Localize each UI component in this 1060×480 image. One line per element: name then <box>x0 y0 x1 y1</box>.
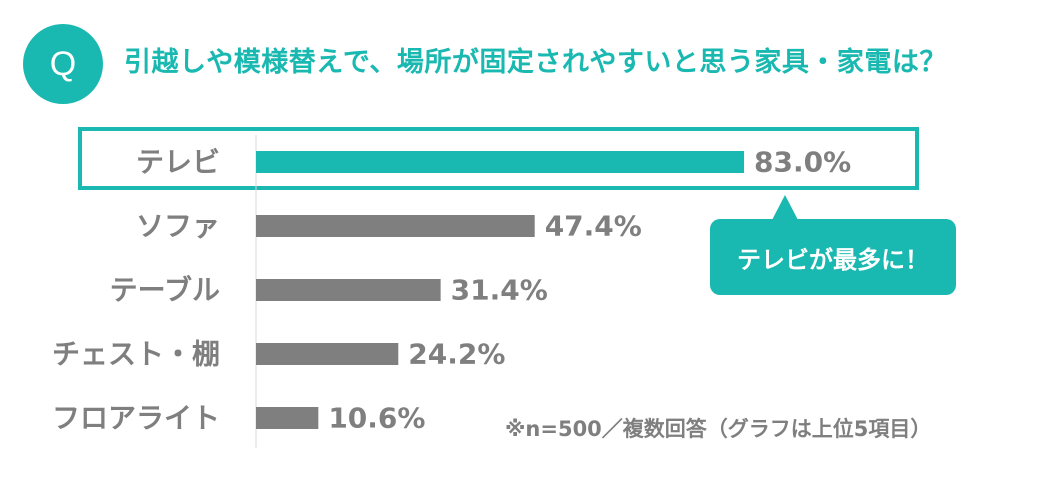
callout: テレビが最多に！ <box>710 195 956 295</box>
category-label: チェスト・棚 <box>52 338 220 371</box>
bar <box>256 407 319 429</box>
bar <box>256 151 745 173</box>
value-label: 10.6% <box>328 402 425 435</box>
chart-marks: テレビ 83.0% ソファ 47.4% テーブル 31.4% チェスト・棚 24.2% フロアラ… <box>52 146 851 435</box>
value-label: 83.0% <box>754 146 851 179</box>
category-label: フロアライト <box>52 402 220 435</box>
highlight-box <box>78 127 919 190</box>
value-label: 31.4% <box>451 274 548 307</box>
sample-note: ※n=500／複数回答（グラフは上位5項目） <box>505 417 932 441</box>
question-badge: Q <box>23 24 103 104</box>
question-title: 引越しや模様替えで、場所が固定されやすいと思う家具・家電は？ <box>124 47 947 78</box>
category-label: テレビ <box>136 146 220 179</box>
category-label: ソファ <box>136 210 220 243</box>
category-label: テーブル <box>110 274 220 307</box>
bar <box>256 279 441 301</box>
bar <box>256 215 535 237</box>
bar <box>256 343 399 365</box>
value-label: 24.2% <box>408 338 505 371</box>
value-label: 47.4% <box>545 210 642 243</box>
